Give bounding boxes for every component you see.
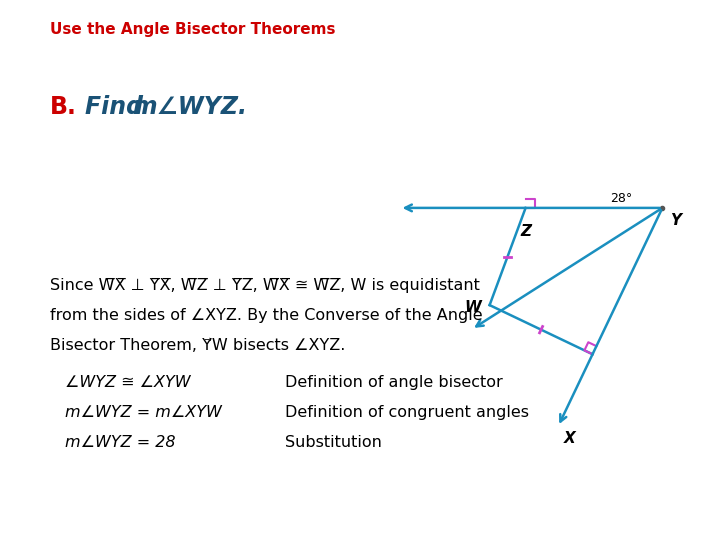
Text: Z: Z <box>520 224 531 239</box>
Text: m∠WYZ.: m∠WYZ. <box>132 95 247 119</box>
Text: Since W̅X̅ ⊥ Y̅X̅, W̅Z̅ ⊥ Y̅Z̅, W̅X̅ ≅ W̅Z̅, W is equidistant: Since W̅X̅ ⊥ Y̅X̅, W̅Z̅ ⊥ Y̅Z̅, W̅X̅ ≅ W… <box>50 278 480 293</box>
Text: from the sides of ∠XYZ. By the Converse of the Angle: from the sides of ∠XYZ. By the Converse … <box>50 308 482 323</box>
Text: B.: B. <box>50 95 77 119</box>
Text: W: W <box>464 300 482 315</box>
Text: m∠WYZ = 28: m∠WYZ = 28 <box>65 435 176 450</box>
Text: Find: Find <box>85 95 151 119</box>
Text: 28°: 28° <box>611 192 633 205</box>
Text: Substitution: Substitution <box>285 435 382 450</box>
Text: m∠WYZ = m∠XYW: m∠WYZ = m∠XYW <box>65 405 222 420</box>
Text: Bisector Theorem, Y⃗W bisects ∠XYZ.: Bisector Theorem, Y⃗W bisects ∠XYZ. <box>50 338 346 353</box>
Text: Y: Y <box>670 213 681 228</box>
Text: Use the Angle Bisector Theorems: Use the Angle Bisector Theorems <box>50 22 336 37</box>
Text: Definition of congruent angles: Definition of congruent angles <box>285 405 529 420</box>
Text: Definition of angle bisector: Definition of angle bisector <box>285 375 503 390</box>
Text: ∠WYZ ≅ ∠XYW: ∠WYZ ≅ ∠XYW <box>65 375 191 390</box>
Text: X: X <box>564 430 576 445</box>
